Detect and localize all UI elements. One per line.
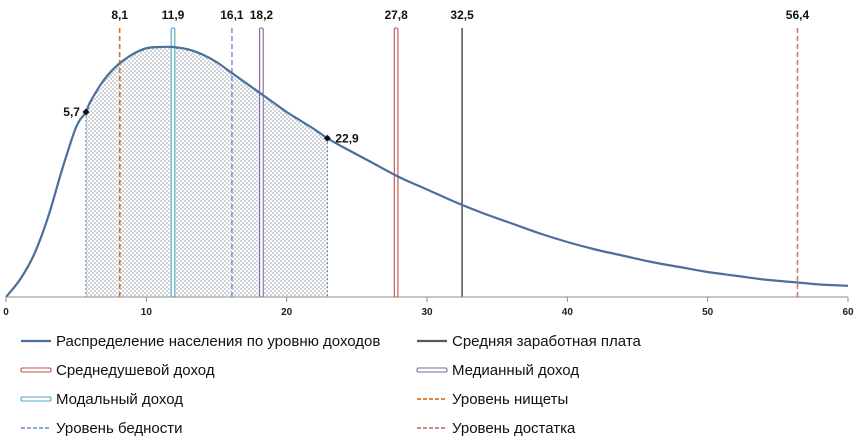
marker-27-8-line — [393, 27, 399, 298]
legend-label: Распределение населения по уровню доходо… — [56, 332, 381, 350]
chart-legend: Распределение населения по уровню доходо… — [0, 328, 860, 443]
legend-item: Среднедушевой доход — [20, 359, 215, 381]
legend-swatch — [417, 339, 447, 343]
distribution-point-label-2: 22,9 — [335, 131, 359, 145]
legend-swatch — [416, 367, 448, 373]
marker-18-2-line — [259, 27, 264, 298]
x-tick-label-0: 0 — [3, 307, 9, 318]
legend-item: Распределение населения по уровню доходо… — [20, 330, 380, 352]
legend-swatch — [21, 339, 51, 343]
distribution-point-1 — [82, 108, 90, 116]
marker-16-1-label: 16,1 — [220, 8, 244, 22]
marker-32-5-label: 32,5 — [450, 8, 474, 22]
marker-18-2-label: 18,2 — [250, 8, 274, 22]
x-tick-label-20: 20 — [281, 307, 293, 318]
shaded-income-band — [85, 46, 328, 298]
legend-swatch-line — [416, 367, 448, 373]
legend-item: Уровень достатка — [416, 417, 575, 439]
marker-27-8-label: 27,8 — [384, 8, 408, 22]
x-tick-label-60: 60 — [842, 307, 854, 318]
legend-item: Уровень нищеты — [416, 388, 568, 410]
marker-56-4-label: 56,4 — [786, 8, 810, 22]
legend-label: Уровень нищеты — [452, 390, 569, 408]
legend-item: Медианный доход — [416, 359, 579, 381]
distribution-point-label-1: 5,7 — [63, 105, 80, 119]
marker-11-9-line — [170, 27, 176, 298]
legend-label: Среднедушевой доход — [56, 361, 215, 379]
legend-swatch — [417, 427, 447, 429]
income-distribution-chart: 0 10 20 30 40 50 60 8,1 11,9 16,1 18,2 27,8 32,5 56,… — [3, 8, 854, 318]
marker-8-1-label: 8,1 — [111, 8, 128, 22]
legend-item: Уровень бедности — [20, 417, 183, 439]
x-tick-label-40: 40 — [562, 307, 574, 318]
legend-label: Уровень достатка — [452, 419, 576, 437]
legend-item: Модальный доход — [20, 388, 183, 410]
legend-label: Средняя заработная плата — [452, 332, 641, 350]
legend-label: Уровень бедности — [56, 419, 183, 437]
distribution-curve — [5, 45, 849, 298]
legend-label: Медианный доход — [452, 361, 580, 379]
x-tick-label-30: 30 — [421, 307, 433, 318]
distribution-point-2 — [323, 134, 331, 142]
legend-swatch-line — [20, 367, 52, 373]
legend-swatch-line — [20, 396, 52, 402]
legend-swatch — [20, 396, 52, 402]
legend-item: Средняя заработная плата — [416, 330, 641, 352]
marker-11-9-label: 11,9 — [162, 8, 185, 22]
legend-label: Модальный доход — [56, 390, 183, 408]
x-tick-label-50: 50 — [702, 307, 714, 318]
legend-swatch — [21, 427, 51, 429]
legend-swatch — [20, 367, 52, 373]
legend-swatch — [417, 398, 447, 400]
x-tick-label-10: 10 — [141, 307, 153, 318]
